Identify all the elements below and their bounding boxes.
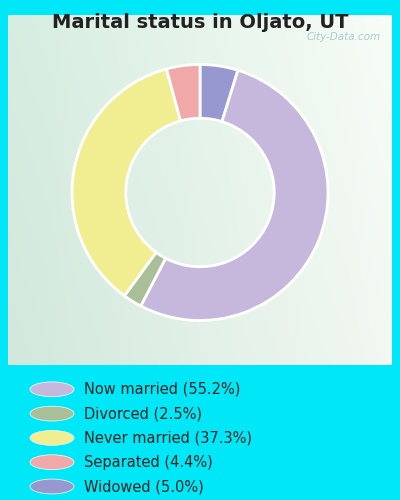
Text: Now married (55.2%): Now married (55.2%) <box>84 382 240 397</box>
Circle shape <box>30 382 74 396</box>
Wedge shape <box>166 64 200 121</box>
Wedge shape <box>141 70 328 320</box>
Wedge shape <box>200 64 238 122</box>
Wedge shape <box>124 252 166 306</box>
Wedge shape <box>72 69 180 296</box>
Text: Marital status in Oljato, UT: Marital status in Oljato, UT <box>52 12 348 32</box>
Text: City-Data.com: City-Data.com <box>306 32 380 42</box>
Circle shape <box>30 406 74 421</box>
Text: Separated (4.4%): Separated (4.4%) <box>84 454 213 469</box>
Text: Divorced (2.5%): Divorced (2.5%) <box>84 406 202 421</box>
Circle shape <box>30 430 74 446</box>
Circle shape <box>30 479 74 494</box>
Text: Widowed (5.0%): Widowed (5.0%) <box>84 479 204 494</box>
Text: Never married (37.3%): Never married (37.3%) <box>84 430 252 446</box>
Circle shape <box>30 455 74 469</box>
